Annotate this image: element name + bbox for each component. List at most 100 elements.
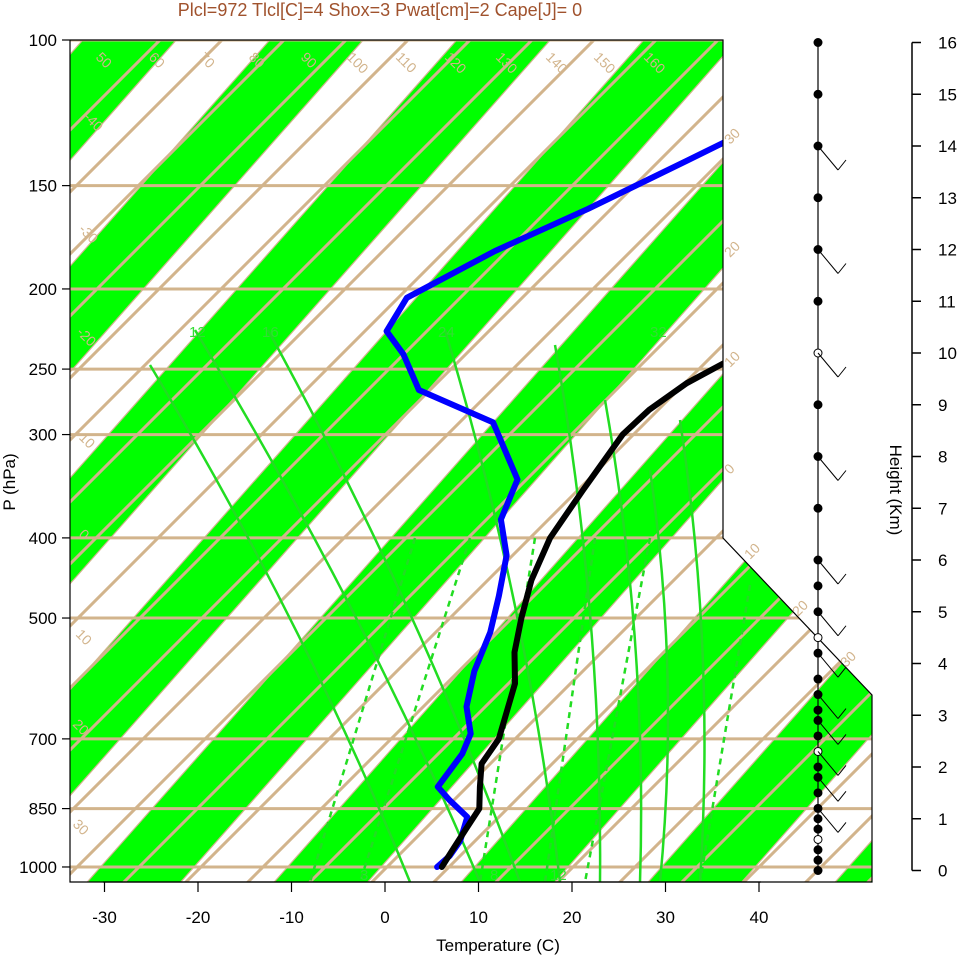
height-tick-label: 6: [938, 551, 947, 570]
pressure-axis: 100 150 200 250 300 400 500 700 850 1000: [19, 31, 70, 877]
dry-adiabat-line: [70, 40, 326, 882]
temperature-band: [70, 40, 713, 882]
wind-barb-flag: [837, 708, 847, 719]
height-tick-label: 0: [938, 862, 947, 881]
x-tick-label: -10: [279, 908, 304, 927]
wind-barb-flag: [837, 366, 847, 378]
dry-adiabat-line: [70, 40, 698, 882]
temperature-series-group: [438, 80, 872, 870]
mixing-ratio-labels: 12 16 24 32 3 8 12: [189, 324, 667, 884]
wind-level-marker: [813, 866, 823, 875]
dewpoint-profile-line: [383, 80, 842, 870]
wind-level-marker: [813, 855, 823, 865]
mixing-ratio-label: 16: [262, 324, 279, 341]
wind-level-marker: [813, 633, 823, 643]
wind-level-marker: [813, 705, 823, 715]
dry-adiabat-label: 30: [721, 125, 743, 147]
chart-title: Plcl=972 Tlcl[C]=4 Shox=3 Pwat[cm]=2 Cap…: [178, 0, 582, 20]
wind-barb-flag: [837, 666, 847, 678]
mixing-ratio-line: [308, 537, 417, 882]
height-tick-label: 16: [938, 34, 957, 53]
temperature-axis: -30 -20 -10 0 10 20 30 40: [92, 881, 769, 927]
wind-barb-flag: [837, 573, 847, 585]
mixing-ratio-line: [543, 537, 597, 882]
temperature-profile-line: [438, 80, 872, 870]
wind-barb-flag: [837, 159, 847, 171]
mixing-ratio-label: 12: [550, 867, 567, 884]
y-tick-label: 250: [29, 360, 57, 379]
dry-adiabat-label: 10: [721, 348, 743, 370]
height-tick-label: 7: [938, 499, 947, 518]
y-tick-label: 850: [29, 800, 57, 819]
mixing-ratio-label: 8: [490, 867, 498, 884]
wind-level-marker: [813, 845, 823, 855]
y-axis-title: P (hPa): [0, 453, 19, 510]
dry-adiabat-line: [166, 40, 872, 882]
dry-adiabat-label: 20: [721, 238, 743, 260]
temperature-band: [70, 40, 526, 882]
height-tick-label: 2: [938, 758, 947, 777]
wind-barb-staff: [817, 249, 839, 274]
moist-adiabat-line: [193, 329, 482, 882]
dry-adiabat-line: [228, 40, 872, 882]
wind-barb-flag: [837, 263, 847, 274]
wind-level-marker: [813, 296, 823, 306]
x-tick-label: 10: [469, 908, 488, 927]
dry-adiabat-line: [70, 40, 636, 882]
height-tick-label: 11: [938, 292, 956, 311]
height-tick-label: 13: [938, 189, 957, 208]
isotherm-line: [70, 40, 872, 882]
x-tick-label: 40: [750, 908, 769, 927]
plot-frame: [69, 39, 873, 883]
wind-barb-staff: [817, 611, 839, 637]
dry-adiabat-line: [70, 40, 760, 882]
wind-level-marker: [813, 762, 823, 772]
dewpoint-series-group: [383, 80, 842, 870]
wind-barb-staff: [817, 720, 839, 745]
dry-adiabat-line: [70, 40, 512, 882]
dry-adiabat-line: [912, 0, 961, 900]
y-tick-label: 100: [29, 31, 57, 50]
isotherm-label: 10: [73, 626, 95, 648]
isotherm-label: -10: [73, 426, 99, 452]
moist-adiabat-line: [648, 469, 670, 882]
mixing-ratio-line: [358, 537, 472, 882]
wind-barb-staff: [817, 559, 839, 585]
wind-level-marker: [813, 193, 823, 203]
height-tick-label: 3: [938, 706, 947, 725]
wind-barb-flag: [837, 470, 847, 481]
height-tick-label: 1: [938, 810, 947, 829]
isotherm-line: [912, 0, 961, 901]
x-axis-title: Temperature (C): [436, 936, 560, 955]
moist-adiabat-line: [266, 329, 522, 882]
moist-adiabat-line: [553, 344, 602, 882]
wind-level-marker: [813, 581, 823, 591]
x-tick-label: -30: [92, 908, 117, 927]
height-tick-label: 9: [938, 396, 947, 415]
dry-adiabat-line: [70, 40, 822, 882]
wind-barb-flag: [837, 625, 847, 637]
wind-barb-flag: [837, 791, 847, 802]
mixing-ratio-label: 24: [438, 324, 455, 341]
isotherm-line: [630, 40, 872, 882]
mixing-ratio-lines: [148, 329, 752, 882]
wind-profile: [813, 38, 847, 875]
wind-level-marker: [813, 38, 823, 47]
wind-level-marker: [813, 824, 823, 834]
temperature-band: [70, 40, 872, 882]
isotherm-line: [70, 40, 872, 882]
wind-level-marker: [813, 834, 823, 844]
height-tick-label: 10: [938, 344, 957, 363]
height-tick-label: 4: [938, 655, 947, 674]
moist-adiabat-line: [443, 329, 562, 882]
wind-barb-staff: [817, 352, 839, 378]
isotherm-line: [70, 40, 807, 882]
wind-level-marker: [813, 788, 823, 798]
height-tick-label: 8: [938, 448, 947, 467]
isotherm-line: [0, 0, 58, 901]
x-tick-label: 30: [656, 908, 675, 927]
wind-barb-staff: [817, 145, 839, 171]
x-tick-label: -20: [186, 908, 211, 927]
wind-barb-staff: [817, 652, 839, 678]
